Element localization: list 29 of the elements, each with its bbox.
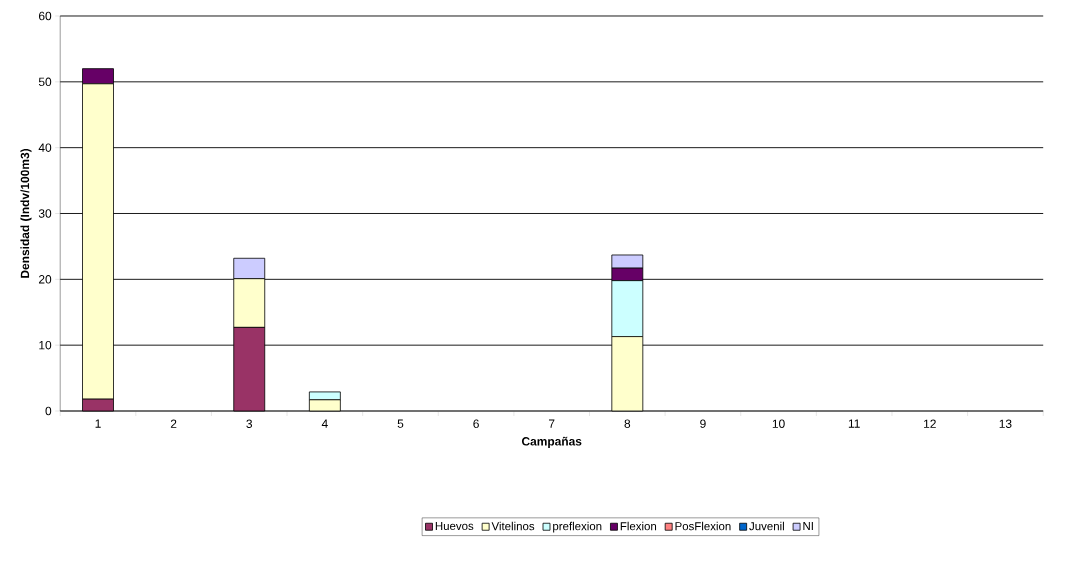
x-tick-label: 1 (95, 419, 101, 428)
x-tick-label: 4 (321, 419, 328, 428)
legend-label: Huevos (435, 522, 474, 531)
x-tick-label: 3 (246, 419, 253, 428)
x-tick-label: 6 (473, 419, 479, 428)
y-tick-label: 50 (38, 77, 52, 87)
legend-label: NI (803, 522, 813, 530)
x-tick-label: 8 (624, 419, 631, 428)
legend-label: preflexion (553, 521, 602, 533)
x-tick-label: 9 (700, 419, 706, 428)
x-tick-label: 10 (772, 419, 785, 428)
x-tick-label: 12 (924, 419, 936, 428)
x-tick-label: 7 (548, 419, 555, 428)
y-tick-label: 10 (39, 340, 52, 350)
x-tick-label: 2 (170, 419, 177, 428)
x-tick-label: 11 (848, 419, 860, 428)
y-tick-label: 30 (38, 209, 52, 218)
legend-label: Juvenil (749, 521, 784, 531)
x-axis-title: Campañas (521, 436, 582, 448)
y-tick-label: 20 (38, 275, 52, 284)
y-axis-title: Densidad (Indv/100m3) (20, 148, 32, 278)
y-tick-label: 40 (38, 143, 52, 152)
x-tick-label: 13 (999, 419, 1012, 428)
x-tick-label: 5 (397, 419, 404, 428)
legend-label: Flexion (620, 521, 657, 531)
y-tick-label: 0 (45, 406, 52, 416)
legend-label: Vitelinos (491, 521, 535, 531)
y-tick-label: 60 (38, 11, 52, 21)
legend-label: PosFlexion (675, 521, 731, 531)
